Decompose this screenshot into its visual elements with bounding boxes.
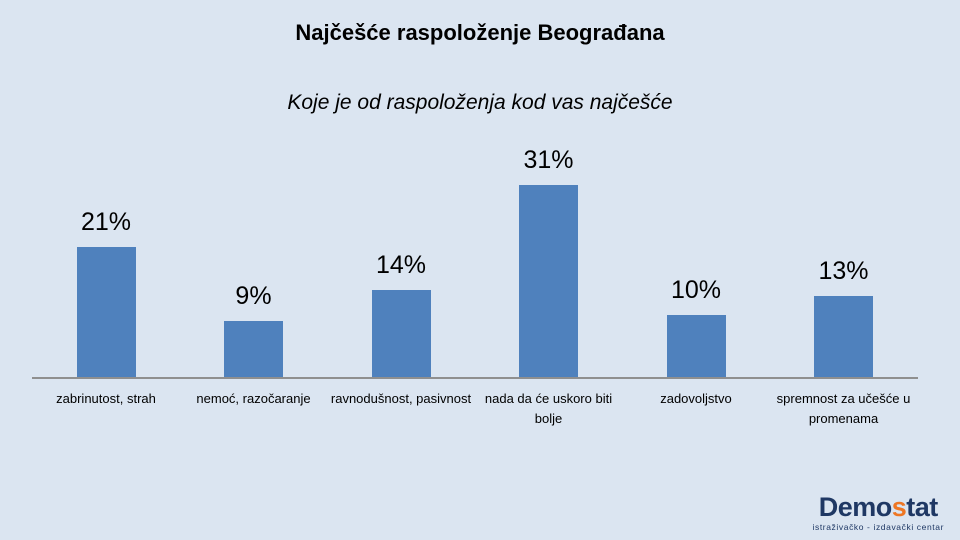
logo-text-suffix: tat [906,492,938,522]
category-label-5: zadovoljstvo [660,391,732,406]
bar-5 [666,315,726,377]
bar-6 [814,296,873,377]
value-label-5: 10% [670,276,722,304]
value-label-6: 13% [818,257,869,285]
category-label-6: spremnost za učešće u promenama [776,391,911,426]
category-label-1: zabrinutost, strah [56,391,156,406]
value-label-2: 9% [235,282,272,310]
demostat-logo-subtext: istraživačko - izdavački centar [812,522,944,532]
bar-3 [371,290,431,377]
bar-4 [519,185,578,377]
bar-1 [76,247,136,377]
value-label-4: 31% [523,146,574,174]
category-label-3: ravnodušnost, pasivnost [330,391,472,406]
demostat-logo: Demostat istraživačko - izdavački centar [812,494,945,533]
demostat-logo-wordmark: Demostat [813,494,945,521]
value-label-3: 14% [375,251,427,279]
logo-text-prefix: Demo [818,492,893,522]
category-label-2: nemoć, razočaranje [196,391,311,406]
category-label-4: nada da će uskoro biti bolje [484,391,613,426]
logo-text-accent: s [891,492,907,522]
value-label-1: 21% [80,208,132,236]
x-axis-line [32,377,918,379]
chart-subtitle: Koje je od raspoloženja kod vas najčešće [287,91,673,114]
bar-2 [224,321,283,377]
chart-title: Najčešće raspoloženje Beograđana [295,20,665,45]
